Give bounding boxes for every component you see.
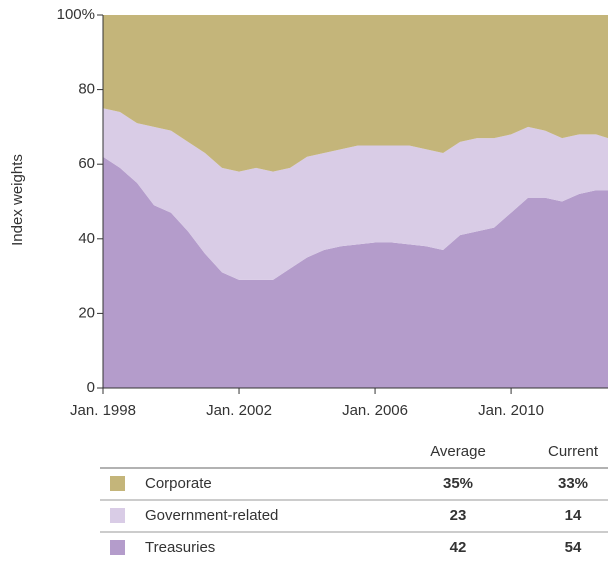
table-header: Current: [548, 443, 599, 460]
y-tick-label: 0: [87, 379, 95, 396]
y-axis-label: Index weights: [9, 154, 26, 246]
x-tick-label: Jan. 1998: [70, 402, 136, 419]
y-tick-label: 100%: [57, 6, 95, 23]
table-cell: 35%: [443, 475, 473, 492]
y-tick-label: 80: [78, 81, 95, 98]
y-tick-label: 40: [78, 230, 95, 247]
x-tick-label: Jan. 2006: [342, 402, 408, 419]
area: [103, 108, 608, 280]
area: [103, 15, 608, 172]
legend-label: Treasuries: [145, 539, 215, 556]
area: [103, 156, 608, 388]
table-cell: 23: [450, 507, 467, 524]
x-tick-label: Jan. 2002: [206, 402, 272, 419]
table-cell: 14: [565, 507, 582, 524]
legend-label: Corporate: [145, 475, 212, 492]
y-tick-label: 20: [78, 304, 95, 321]
table-cell: 42: [450, 539, 467, 556]
table-header: Average: [430, 443, 486, 460]
y-tick-label: 60: [78, 155, 95, 172]
legend-label: Government-related: [145, 507, 278, 524]
x-tick-label: Jan. 2010: [478, 402, 544, 419]
legend-swatch: [110, 476, 125, 491]
legend-swatch: [110, 508, 125, 523]
table-cell: 33%: [558, 475, 588, 492]
table-cell: 54: [565, 539, 582, 556]
legend-swatch: [110, 540, 125, 555]
